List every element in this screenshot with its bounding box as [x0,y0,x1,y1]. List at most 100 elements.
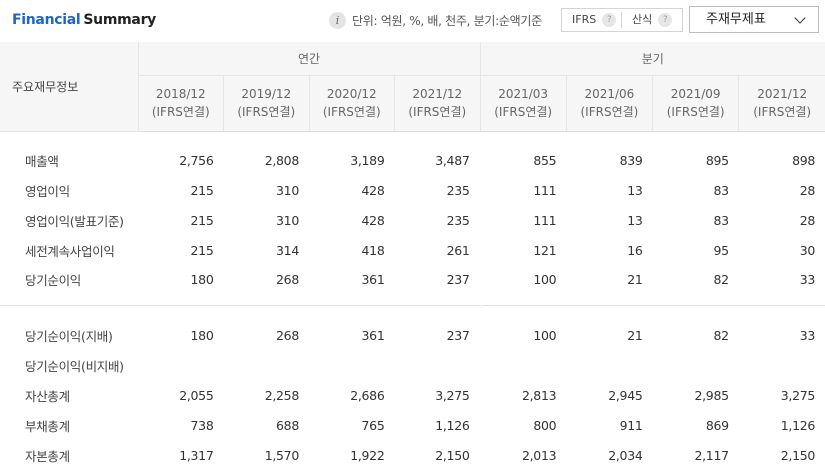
title-accent: Financial [12,12,81,28]
summary-header: Financial Summary i 단위: 억원, %, 배, 천주, 분기:… [0,0,825,42]
info-icon[interactable]: i [329,12,346,29]
row-label: 영업이익 [25,183,70,199]
table-row: 세전계속사업이익 215 314 418 261 121 16 95 30 [0,236,825,266]
column-period: 2018/12 [155,87,206,101]
column-basis: (IFRS연결) [408,105,467,119]
table-cell: 100 [533,272,557,288]
row-label: 당기순이익(지배) [25,328,113,344]
table-cell: 95 [713,243,729,259]
table-cell: 82 [713,272,729,288]
column-period: 2021/12 [412,87,463,101]
table-cell: 314 [276,243,299,259]
table-cell: 28 [799,182,816,198]
table-cell: 428 [361,212,385,228]
table-cell [653,350,739,380]
page-title: Financial Summary [12,12,156,28]
table-cell: 2,117 [694,448,729,464]
group-quarterly: 분기 [479,42,825,76]
table-cell: 268 [276,327,299,343]
table-cell: 83 [713,212,729,228]
table-row: 당기순이익(지배) 180 268 361 237 100 21 82 33 [0,306,825,350]
table-cell: 16 [627,243,643,259]
row-label: 세전계속사업이익 [25,244,115,260]
table-cell: 898 [792,152,816,168]
table-cell: 268 [276,272,299,288]
column-header: 2020/12 (IFRS연결) [308,75,395,132]
table-cell: 738 [190,418,214,434]
column-period: 2020/12 [326,87,377,101]
row-header-label: 주요재무정보 [0,42,139,132]
table-cell: 215 [190,212,214,228]
column-basis: (IFRS연결) [151,105,210,119]
column-basis: (IFRS연결) [753,105,812,119]
table-cell: 895 [705,152,729,168]
basis-toggle-group: IFRS? 산식? [561,8,683,32]
statement-select[interactable]: 주재무제표 [689,6,819,33]
column-header: 2021/03 (IFRS연결) [479,75,567,132]
table-cell: 3,275 [780,387,816,403]
table-cell: 215 [190,243,214,259]
table-cell: 33 [799,272,816,288]
table-cell: 1,922 [350,448,385,464]
row-label: 부채총계 [25,419,70,435]
table-cell: 235 [446,212,470,228]
row-label: 자본총계 [25,449,70,465]
table-cell [566,350,652,380]
column-period: 2019/12 [241,87,292,101]
table-cell: 839 [619,152,643,168]
formula-toggle-label: 산식 [632,13,653,26]
table-row: 영업이익 215 310 428 235 111 13 83 28 [0,175,825,205]
table-cell: 237 [446,272,470,288]
table-row: 부채총계 738 688 765 1,126 800 911 869 1,126 [0,410,825,440]
table-cell: 800 [533,418,557,434]
column-basis: (IFRS연결) [322,105,381,119]
financial-summary-table: 주요재무정보 연간 분기 2018/12 (IFRS연결) 2019/12 (IFRS… [0,42,825,471]
table-cell [138,350,224,380]
table-cell: 13 [627,182,643,198]
table-cell: 3,189 [350,152,385,168]
ifrs-toggle-label: IFRS [572,13,597,26]
table-row: 당기순이익 180 268 361 237 100 21 82 33 [0,266,825,306]
table-cell: 21 [627,272,643,288]
table-cell: 180 [190,327,214,343]
table-cell: 361 [361,272,385,288]
title-rest: Summary [83,12,156,28]
table-cell: 111 [533,182,557,198]
column-period: 2021/06 [584,87,635,101]
table-cell: 869 [705,418,729,434]
table-row: 자산총계 2,055 2,258 2,686 3,275 2,813 2,945 2,985 3… [0,380,825,410]
table-cell: 261 [446,243,470,259]
table-cell: 855 [533,152,557,168]
table-cell: 418 [361,243,385,259]
table-cell: 2,813 [521,387,557,403]
table-cell: 911 [619,418,643,434]
table-cell: 180 [190,272,214,288]
help-icon[interactable]: ? [602,13,617,27]
table-row: 당기순이익(비지배) [0,350,825,380]
statement-select-value: 주재무제표 [706,12,766,27]
column-header: 2019/12 (IFRS연결) [223,75,309,132]
table-cell: 83 [713,182,729,198]
table-cell: 33 [799,327,816,343]
table-cell: 1,126 [780,418,816,434]
table-cell: 2,258 [264,387,300,403]
table-cell: 30 [799,243,816,259]
table-cell: 3,275 [435,387,470,403]
formula-toggle[interactable]: 산식? [632,9,673,31]
help-icon[interactable]: ? [658,13,673,27]
column-period: 2021/12 [757,87,808,101]
table-cell: 361 [361,327,385,343]
table-cell: 765 [361,418,385,434]
chevron-down-icon [794,12,806,24]
table-cell: 2,945 [608,387,643,403]
table-cell: 2,150 [435,448,470,464]
table-cell: 215 [190,182,214,198]
table-cell [395,350,481,380]
table-row: 자본총계 1,317 1,570 1,922 2,150 2,013 2,034 2,117 2… [0,441,825,471]
table-cell: 310 [276,182,299,198]
table-cell: 28 [799,212,816,228]
ifrs-toggle[interactable]: IFRS? [572,9,617,31]
table-cell: 1,317 [179,448,214,464]
table-cell: 111 [533,212,557,228]
unit-text: 단위: 억원, %, 배, 천주, 분기:순액기준 [352,14,542,28]
